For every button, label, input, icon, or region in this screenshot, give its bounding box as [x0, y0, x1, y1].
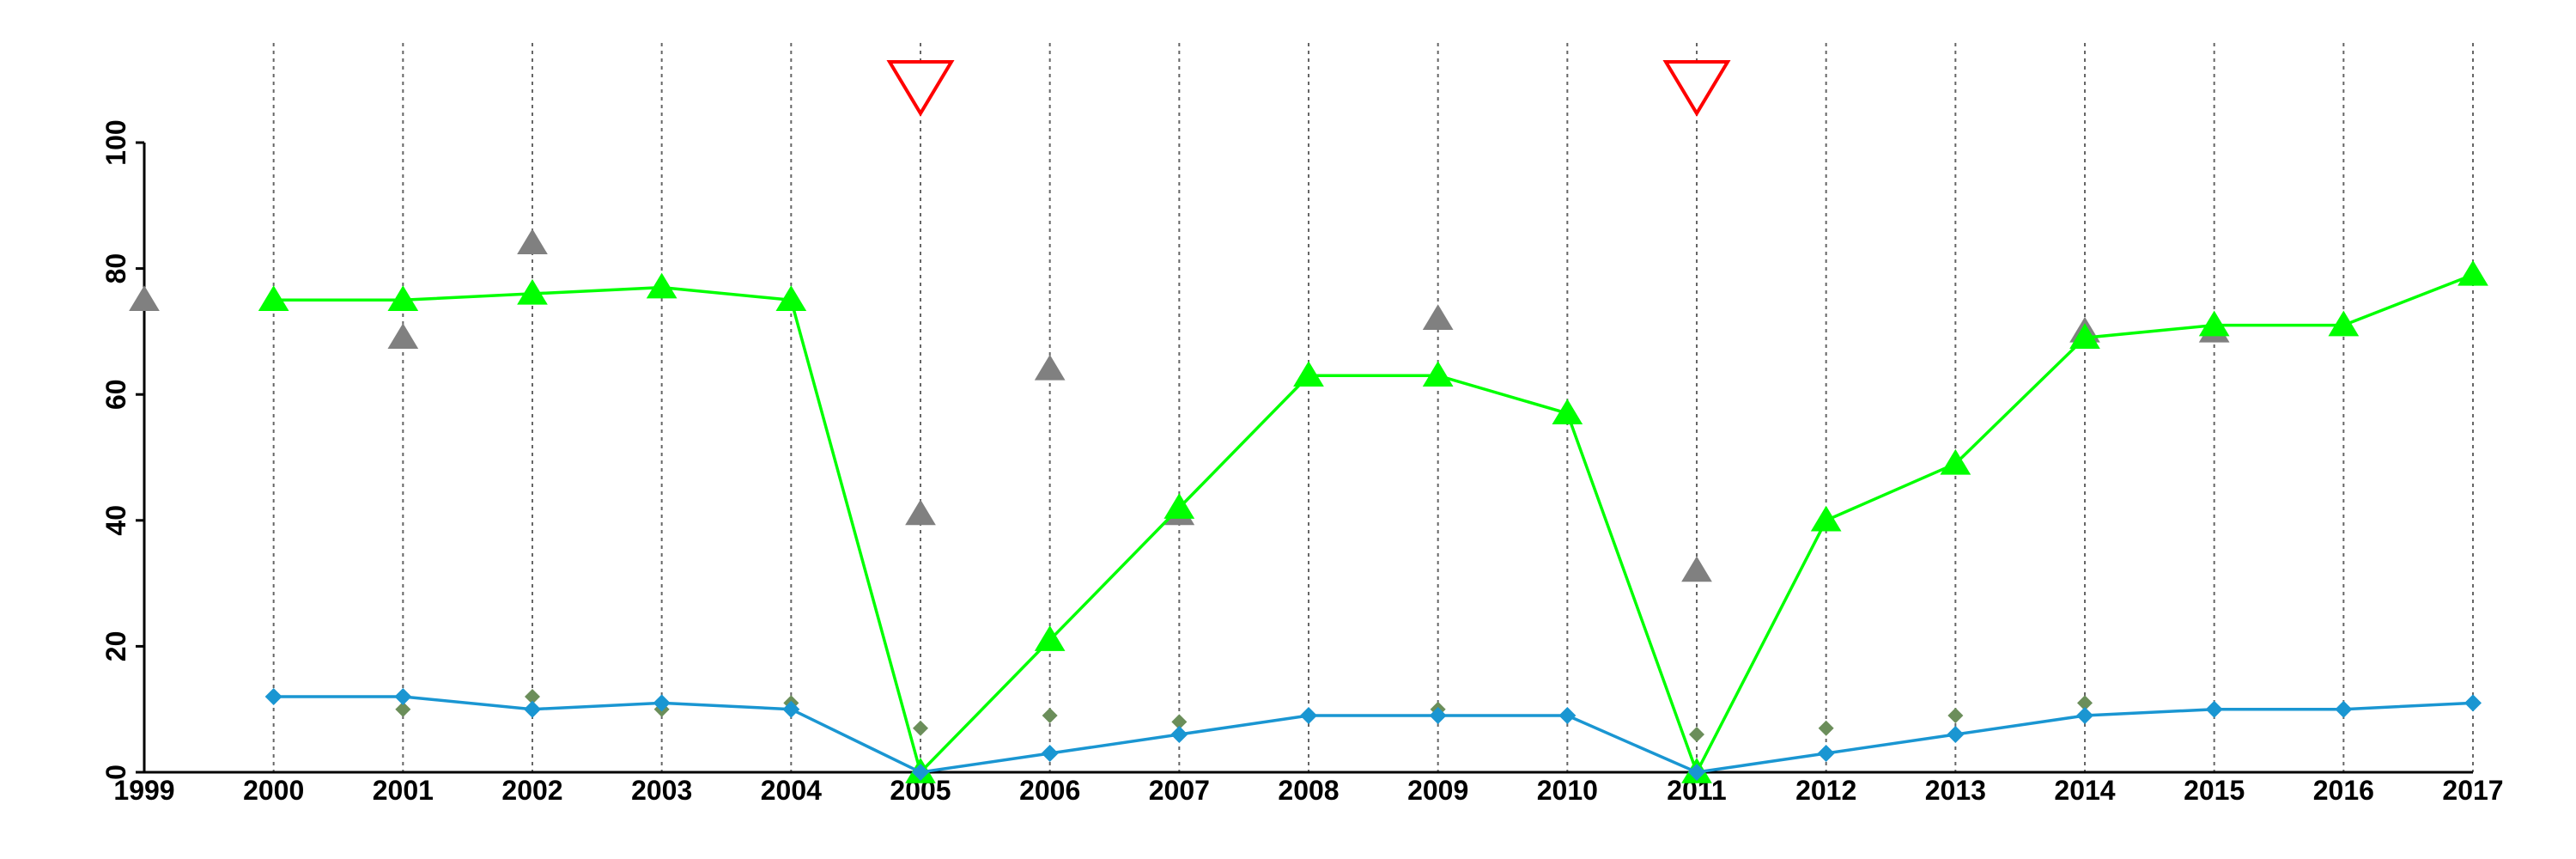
- y-tick-label: 20: [100, 631, 131, 662]
- data-point: [394, 688, 412, 706]
- data-point: [1041, 745, 1059, 763]
- axes: [136, 141, 2473, 774]
- x-tick-label: 2009: [1407, 775, 1468, 806]
- scatter-series-triangle: [129, 228, 2230, 582]
- data-point: [1818, 720, 1834, 736]
- x-tick-label: 2007: [1149, 775, 1210, 806]
- event-marker: [886, 60, 955, 117]
- data-point: [1293, 361, 1324, 387]
- data-point: [264, 688, 283, 706]
- data-point: [2077, 695, 2093, 711]
- data-point: [1552, 399, 1583, 424]
- data-point: [1810, 505, 1842, 532]
- gridlines: [272, 43, 2474, 772]
- line-series-triangle: [258, 259, 2488, 783]
- data-point: [1034, 354, 1066, 381]
- data-point: [1300, 707, 1317, 725]
- x-tick-label: 2006: [1019, 775, 1080, 806]
- x-tick-label: 2016: [2313, 775, 2374, 806]
- data-point: [1042, 708, 1058, 724]
- data-point: [1947, 726, 1965, 744]
- data-point: [2069, 323, 2100, 349]
- y-tick-label: 60: [100, 379, 131, 410]
- data-point: [653, 694, 671, 712]
- data-point: [1422, 304, 1454, 330]
- y-tick-label: 40: [100, 505, 131, 536]
- plot-area: [129, 228, 2488, 783]
- data-point: [258, 285, 289, 311]
- data-point: [1429, 707, 1447, 725]
- data-point: [2198, 310, 2230, 337]
- y-tick-label: 0: [100, 765, 131, 780]
- x-tick-label: 2014: [2054, 775, 2115, 806]
- x-tick-label: 2001: [373, 775, 434, 806]
- data-point: [1170, 726, 1188, 744]
- data-point: [1817, 745, 1835, 763]
- event-marker: [1662, 60, 1731, 117]
- line-series-diamond: [264, 688, 2482, 781]
- data-point: [524, 700, 541, 718]
- y-tick-label: 80: [100, 253, 131, 284]
- event-markers: [886, 60, 1731, 117]
- x-tick-label: 2013: [1925, 775, 1986, 806]
- data-point: [525, 689, 540, 705]
- data-point: [387, 285, 419, 311]
- data-point: [1688, 764, 1705, 781]
- data-point: [1171, 714, 1188, 730]
- x-tick-label: 2017: [2442, 775, 2503, 806]
- data-point: [2328, 310, 2360, 337]
- y-tick-label: 100: [100, 119, 131, 165]
- data-point: [913, 720, 928, 736]
- x-tick-label: 1999: [113, 775, 174, 806]
- data-point: [1681, 556, 1712, 582]
- data-point: [2076, 707, 2093, 725]
- data-point: [517, 228, 548, 255]
- data-point: [1558, 707, 1577, 725]
- data-point: [1034, 625, 1066, 651]
- series-line: [273, 695, 2474, 774]
- x-tick-label: 2003: [631, 775, 692, 806]
- x-tick-label: 2002: [501, 775, 562, 806]
- x-tick-label: 2000: [243, 775, 304, 806]
- data-point: [905, 499, 936, 526]
- data-point: [2205, 700, 2223, 718]
- data-point: [1940, 448, 1971, 475]
- x-tick-label: 2010: [1537, 775, 1598, 806]
- x-tick-label: 2008: [1278, 775, 1339, 806]
- data-point: [387, 323, 419, 349]
- data-point: [1422, 361, 1454, 387]
- x-tick-label: 2004: [761, 775, 822, 806]
- data-point: [912, 764, 929, 781]
- data-point: [1947, 708, 1964, 724]
- data-point: [2335, 700, 2353, 718]
- data-point: [129, 285, 160, 311]
- series-line: [273, 273, 2474, 777]
- data-point: [646, 272, 677, 299]
- x-tick-label: 2012: [1795, 775, 1856, 806]
- data-point: [1689, 727, 1704, 743]
- data-point: [782, 700, 800, 718]
- data-point: [2464, 694, 2482, 712]
- scatter-series-diamond: [395, 689, 2093, 743]
- data-point: [1163, 493, 1195, 519]
- data-point: [2458, 259, 2488, 286]
- data-point: [517, 278, 548, 305]
- data-point: [775, 285, 807, 311]
- data-point: [395, 701, 411, 717]
- x-tick-label: 2015: [2184, 775, 2245, 806]
